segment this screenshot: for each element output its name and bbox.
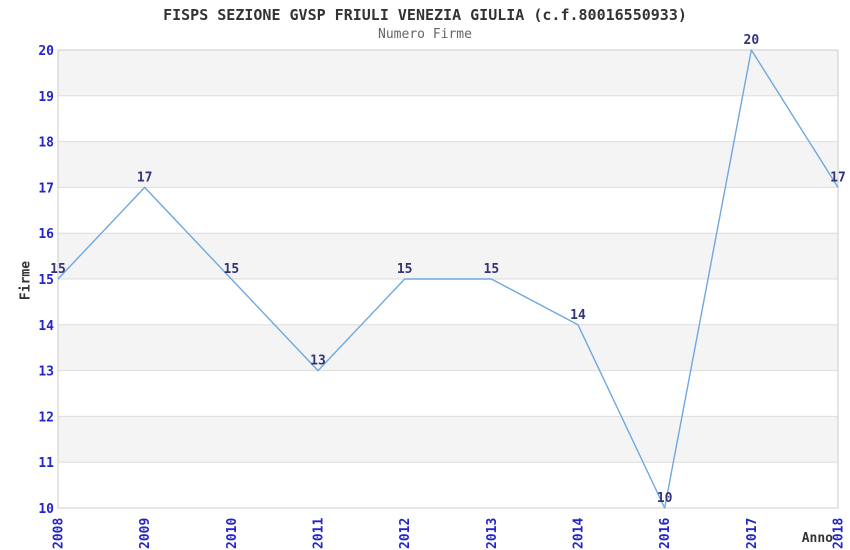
point-label: 20 [744, 33, 760, 48]
x-tick-label: 2018 [832, 518, 847, 549]
x-tick-label: 2011 [312, 518, 327, 549]
x-tick-label: 2017 [745, 518, 760, 549]
x-tick-label: 2012 [398, 518, 413, 549]
plot-band [58, 324, 838, 371]
plot-band [58, 233, 838, 279]
point-label: 15 [224, 262, 240, 277]
point-label: 17 [137, 170, 153, 185]
y-tick-label: 17 [38, 181, 54, 196]
x-tick-label: 2013 [485, 518, 500, 549]
point-label: 15 [397, 262, 413, 277]
y-tick-label: 16 [38, 227, 54, 242]
y-tick-label: 12 [38, 410, 54, 425]
chart-title: FISPS SEZIONE GVSP FRIULI VENEZIA GIULIA… [163, 6, 687, 24]
y-axis-title: Firme [18, 260, 34, 301]
y-tick-label: 11 [38, 456, 54, 471]
x-axis-title: Anno [801, 531, 833, 546]
y-tick-label: 18 [38, 136, 54, 151]
x-tick-label: 2014 [572, 518, 587, 549]
point-label: 17 [830, 170, 846, 185]
plot-band [58, 416, 838, 463]
y-tick-label: 20 [38, 44, 54, 59]
data-line [57, 49, 839, 509]
plot-band [58, 50, 838, 96]
point-label: 10 [657, 491, 673, 506]
y-tick-label: 15 [38, 273, 54, 288]
y-tick-label: 19 [38, 90, 54, 105]
x-tick-label: 2008 [52, 518, 67, 549]
point-label: 13 [310, 354, 326, 369]
point-label: 14 [570, 308, 586, 323]
point-label: 15 [484, 262, 500, 277]
x-tick-label: 2010 [225, 518, 240, 549]
y-tick-label: 14 [38, 319, 54, 334]
point-label: 15 [50, 262, 66, 277]
plot-band [58, 141, 838, 188]
x-tick-label: 2009 [138, 518, 153, 549]
y-tick-label: 10 [38, 502, 54, 517]
chart-subtitle: Numero Firme [378, 27, 472, 42]
x-tick-label: 2016 [658, 518, 673, 549]
y-tick-label: 13 [38, 365, 54, 380]
